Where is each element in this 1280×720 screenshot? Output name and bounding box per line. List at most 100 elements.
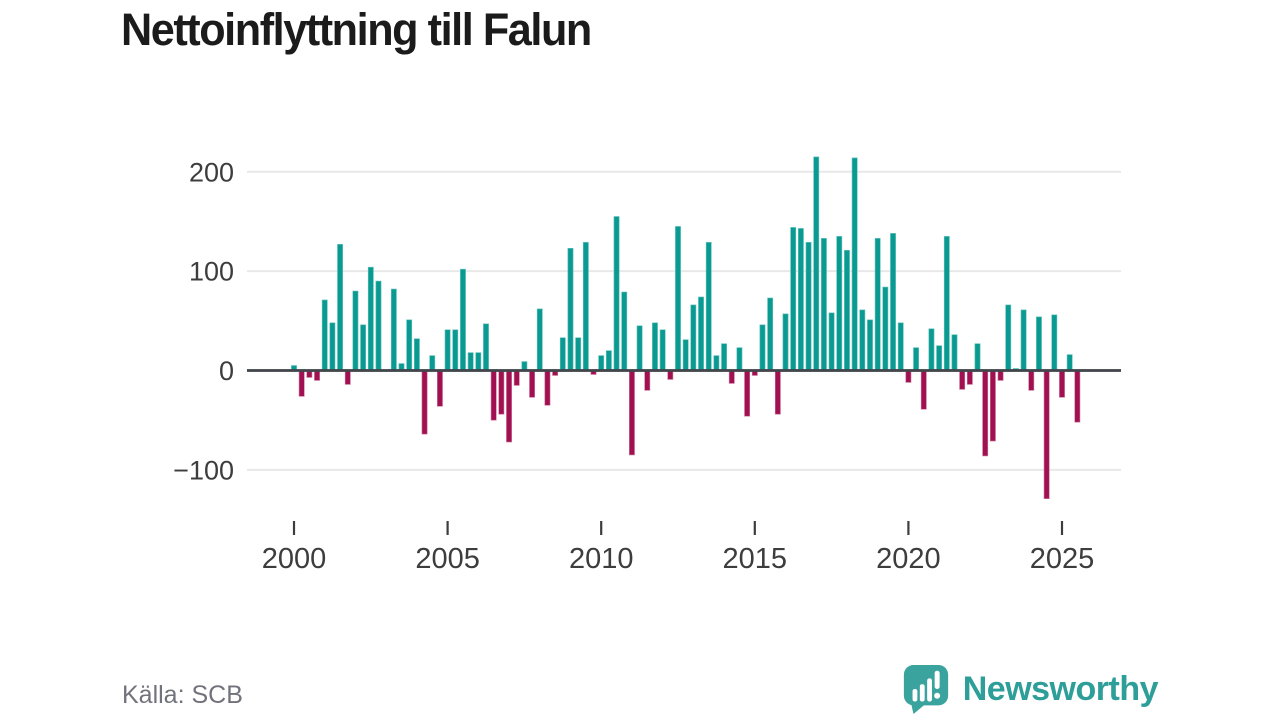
bar xyxy=(690,304,697,371)
bar xyxy=(951,334,958,371)
bar xyxy=(1028,370,1035,391)
bar xyxy=(321,299,328,371)
bar xyxy=(429,355,436,371)
bar xyxy=(721,343,727,371)
y-tick-label: 200 xyxy=(189,157,234,187)
bar xyxy=(352,290,359,371)
bar xyxy=(759,324,766,371)
bar xyxy=(598,355,605,371)
bar xyxy=(790,227,797,371)
x-tick-label: 2005 xyxy=(415,543,480,575)
bar xyxy=(675,226,681,371)
bar xyxy=(982,370,989,457)
bar xyxy=(897,322,904,371)
bar xyxy=(867,319,873,371)
bar xyxy=(989,370,996,442)
bar xyxy=(736,347,743,371)
bar xyxy=(782,313,789,371)
bar xyxy=(1036,316,1042,371)
bar xyxy=(506,370,512,443)
source-label: Källa: SCB xyxy=(122,681,243,709)
bar xyxy=(314,370,320,381)
bar xyxy=(797,228,804,371)
bar xyxy=(298,370,305,397)
bar xyxy=(1020,309,1027,371)
bar xyxy=(1059,370,1065,398)
bar xyxy=(644,370,651,391)
bar xyxy=(575,337,582,371)
bar xyxy=(544,370,551,406)
zero-axis-line xyxy=(247,369,1121,372)
bar xyxy=(905,370,912,383)
bar xyxy=(767,297,774,371)
bar xyxy=(821,238,827,371)
bar xyxy=(513,370,520,386)
bar xyxy=(844,249,850,371)
bar xyxy=(813,156,820,371)
bar xyxy=(437,370,443,407)
bar xyxy=(444,329,451,371)
bar xyxy=(460,268,466,371)
bar xyxy=(713,355,720,371)
bar xyxy=(728,370,735,384)
bar xyxy=(652,322,658,371)
bar xyxy=(536,308,543,371)
bar xyxy=(567,248,574,371)
bar xyxy=(997,370,1004,381)
bar xyxy=(774,370,781,415)
bar xyxy=(413,338,420,371)
x-tick-label: 2010 xyxy=(569,543,634,575)
bar xyxy=(329,322,336,371)
bar xyxy=(920,370,927,410)
x-tick-label: 2000 xyxy=(262,543,327,575)
bar xyxy=(475,352,482,371)
bar xyxy=(613,216,620,371)
bar xyxy=(367,266,374,371)
y-tick-label: −100 xyxy=(173,455,234,485)
bar xyxy=(882,286,889,371)
bar xyxy=(421,370,428,435)
bar xyxy=(605,350,612,371)
bar xyxy=(936,345,943,371)
bar xyxy=(1066,354,1073,371)
bar xyxy=(913,347,919,371)
y-tick-label: 0 xyxy=(219,356,234,386)
bar xyxy=(1074,370,1081,423)
bar xyxy=(805,242,812,371)
bar xyxy=(621,291,628,371)
bar xyxy=(337,244,343,371)
bar xyxy=(974,343,981,371)
bar xyxy=(582,242,589,371)
x-tick-label: 2025 xyxy=(1030,543,1095,575)
bar xyxy=(344,370,351,385)
bar xyxy=(375,280,382,371)
chart-title: Nettoinflyttning till Falun xyxy=(121,4,592,55)
bar xyxy=(966,370,973,385)
bar xyxy=(390,288,397,371)
bar xyxy=(529,370,535,398)
bar-chart: 200 100 0 −100 2000 2005 2010 2015 2020 2025 xyxy=(173,156,1121,575)
bar xyxy=(360,324,367,371)
bar xyxy=(959,370,966,390)
bar xyxy=(874,238,881,371)
bar xyxy=(851,157,858,371)
newsworthy-logo-icon xyxy=(903,664,948,714)
bar xyxy=(1005,304,1012,371)
bar xyxy=(1043,370,1050,499)
bar xyxy=(498,370,505,415)
bar xyxy=(406,319,413,371)
bar xyxy=(705,242,712,371)
bar xyxy=(928,328,935,371)
bar xyxy=(836,236,843,371)
x-tick-label: 2020 xyxy=(876,543,941,575)
y-tick-label: 100 xyxy=(189,257,234,287)
bar xyxy=(629,370,635,456)
bar xyxy=(744,370,751,417)
bar xyxy=(452,329,459,371)
bar xyxy=(859,309,866,371)
bar xyxy=(943,236,950,371)
bar xyxy=(828,312,835,371)
bar xyxy=(682,339,689,371)
brand-name: Newsworthy xyxy=(962,670,1159,708)
bar xyxy=(636,325,643,371)
